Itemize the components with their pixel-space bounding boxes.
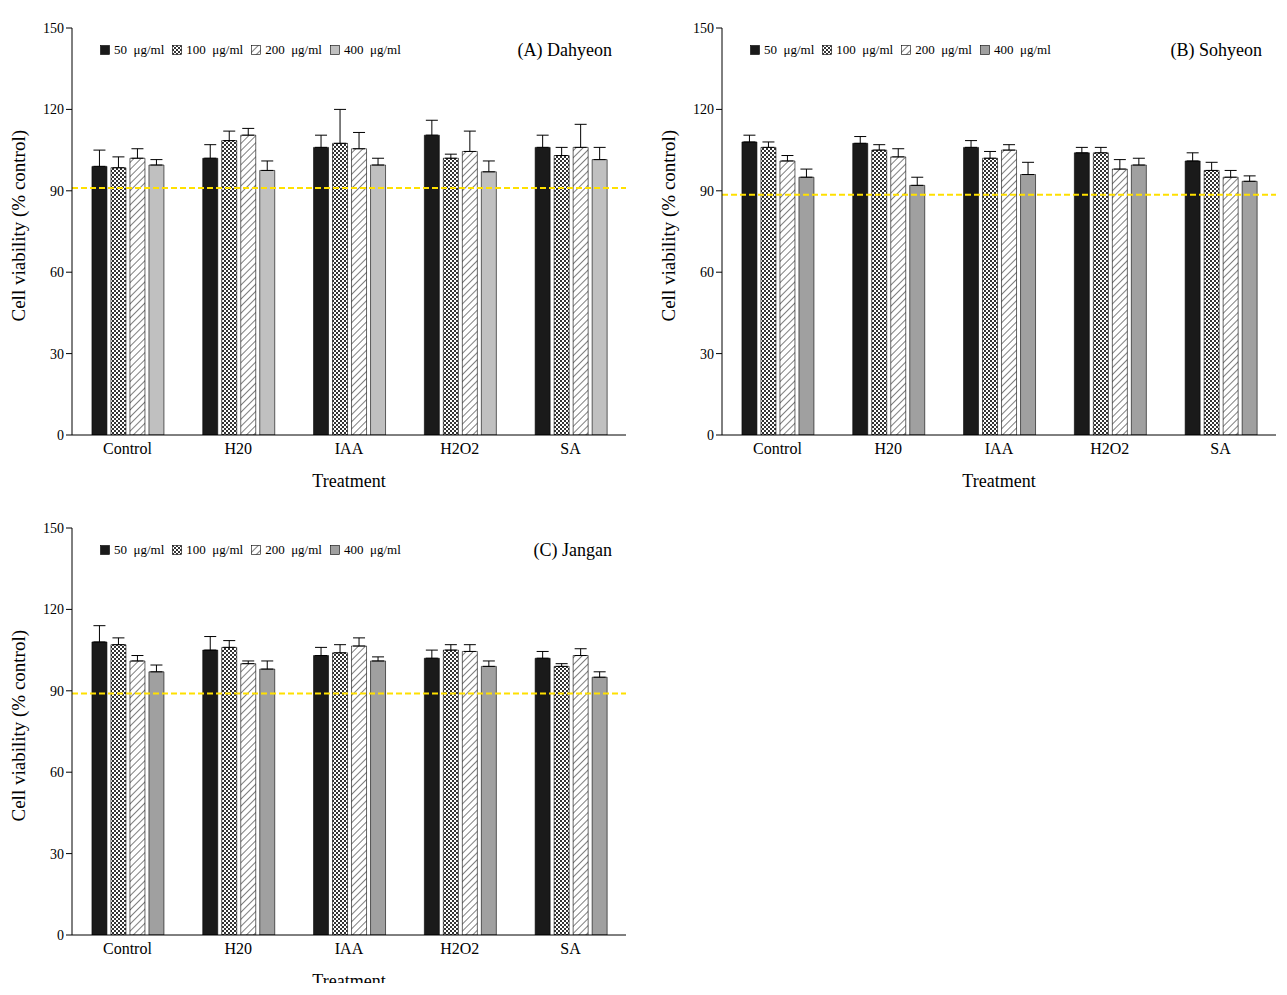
svg-text:150: 150 bbox=[693, 21, 714, 36]
html-text:400 μg/ml: 400 μg/ml bbox=[343, 542, 401, 557]
svg-text:30: 30 bbox=[50, 847, 64, 862]
svg-text:Cell viability (% control): Cell viability (% control) bbox=[8, 630, 30, 822]
html-text:400 μg/ml: 400 μg/ml bbox=[343, 42, 401, 57]
html-text:200 μg/ml: 200 μg/ml bbox=[915, 42, 972, 57]
svg-text:Treatment: Treatment bbox=[312, 471, 385, 491]
svg-text:120: 120 bbox=[693, 102, 714, 117]
svg-text:SA: SA bbox=[560, 940, 581, 957]
svg-text:Control: Control bbox=[103, 940, 152, 957]
html-text:(B) Sohyeon: (B) Sohyeon bbox=[1170, 40, 1262, 60]
svg-text:SA: SA bbox=[1210, 440, 1231, 457]
svg-text:150: 150 bbox=[43, 21, 64, 36]
svg-text:Control: Control bbox=[103, 440, 152, 457]
svg-text:120: 120 bbox=[43, 102, 64, 117]
svg-text:0: 0 bbox=[707, 428, 714, 443]
svg-text:H20: H20 bbox=[874, 440, 902, 457]
svg-text:0: 0 bbox=[57, 428, 64, 443]
html-text:(A) Dahyeon: (A) Dahyeon bbox=[517, 40, 612, 60]
html-text:50 μg/ml: 50 μg/ml bbox=[114, 42, 165, 57]
svg-text:90: 90 bbox=[700, 184, 714, 199]
html-text:100 μg/ml: 100 μg/ml bbox=[186, 542, 244, 557]
html-text:200 μg/ml: 200 μg/ml bbox=[265, 542, 322, 557]
svg-text:Cell viability (% control): Cell viability (% control) bbox=[658, 130, 680, 322]
html-text:(C) Jangan: (C) Jangan bbox=[533, 540, 612, 560]
html-text:400 μg/ml: 400 μg/ml bbox=[993, 42, 1051, 57]
svg-text:90: 90 bbox=[50, 184, 64, 199]
svg-text:120: 120 bbox=[43, 602, 64, 617]
svg-text:IAA: IAA bbox=[335, 940, 364, 957]
svg-text:Treatment: Treatment bbox=[312, 971, 385, 983]
html-text:50 μg/ml: 50 μg/ml bbox=[764, 42, 815, 57]
svg-text:0: 0 bbox=[57, 928, 64, 943]
svg-text:Control: Control bbox=[753, 440, 802, 457]
svg-text:60: 60 bbox=[700, 265, 714, 280]
svg-text:SA: SA bbox=[560, 440, 581, 457]
svg-text:H2O2: H2O2 bbox=[440, 440, 479, 457]
svg-text:60: 60 bbox=[50, 765, 64, 780]
svg-text:30: 30 bbox=[700, 347, 714, 362]
svg-text:150: 150 bbox=[43, 521, 64, 536]
svg-text:H2O2: H2O2 bbox=[440, 940, 479, 957]
svg-text:Treatment: Treatment bbox=[962, 471, 1035, 491]
html-text:50 μg/ml: 50 μg/ml bbox=[114, 542, 165, 557]
svg-text:30: 30 bbox=[50, 347, 64, 362]
svg-text:Cell viability (% control): Cell viability (% control) bbox=[8, 130, 30, 322]
svg-text:IAA: IAA bbox=[985, 440, 1014, 457]
html-text:100 μg/ml: 100 μg/ml bbox=[186, 42, 244, 57]
svg-text:90: 90 bbox=[50, 684, 64, 699]
html-text:200 μg/ml: 200 μg/ml bbox=[265, 42, 322, 57]
svg-text:H2O2: H2O2 bbox=[1090, 440, 1129, 457]
svg-text:H20: H20 bbox=[224, 440, 252, 457]
html-text:100 μg/ml: 100 μg/ml bbox=[836, 42, 894, 57]
svg-text:IAA: IAA bbox=[335, 440, 364, 457]
svg-text:60: 60 bbox=[50, 265, 64, 280]
svg-text:H20: H20 bbox=[224, 940, 252, 957]
